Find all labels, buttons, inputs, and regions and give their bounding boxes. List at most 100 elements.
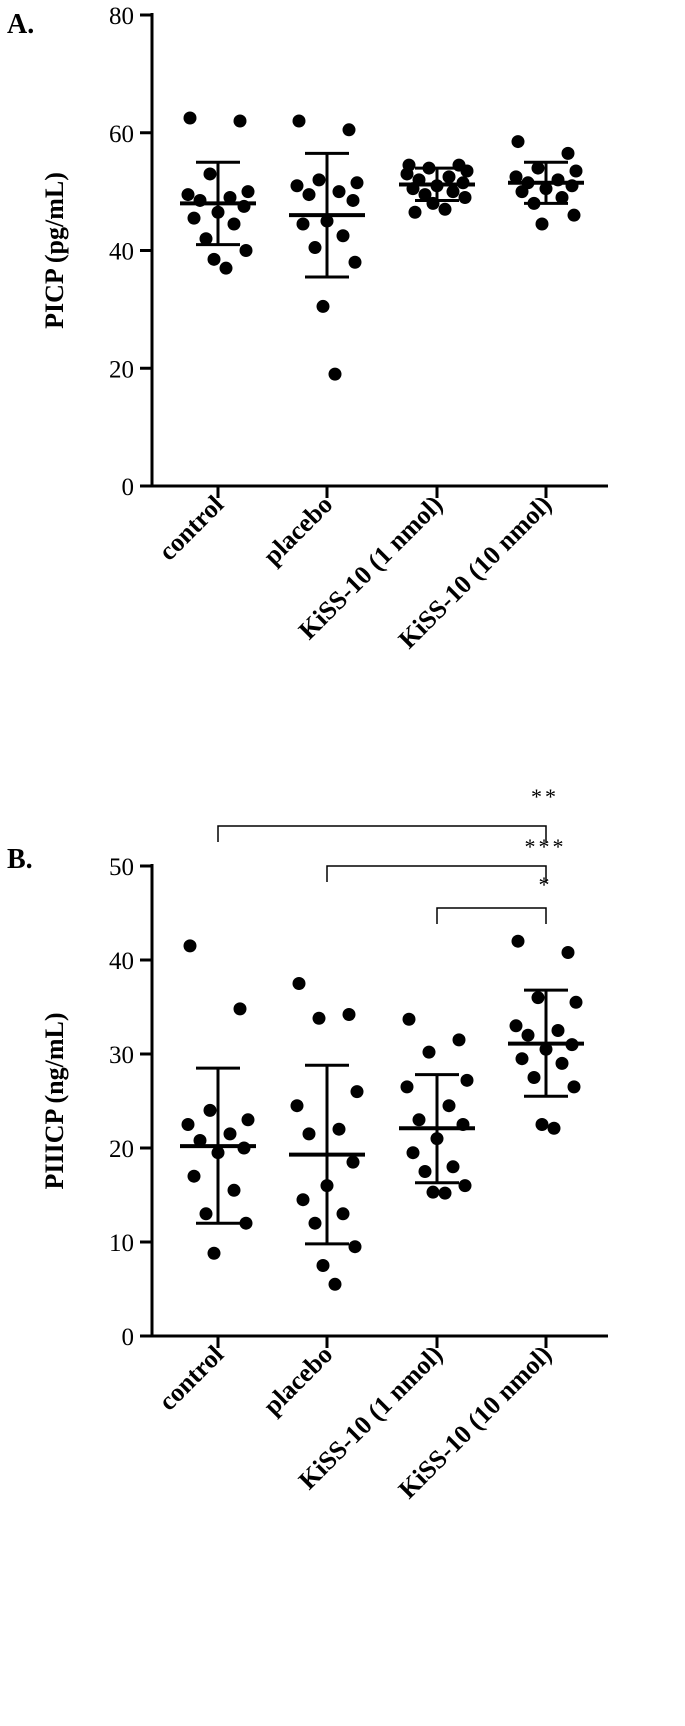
category-label: control	[153, 1340, 229, 1416]
data-point	[302, 188, 316, 202]
significance-label: **	[531, 784, 559, 809]
data-point	[290, 179, 304, 193]
data-point	[350, 176, 364, 190]
data-point	[438, 202, 452, 216]
y-tick-label: 0	[122, 474, 135, 501]
data-point	[567, 1080, 581, 1094]
category-label: control	[153, 490, 229, 566]
data-point	[531, 991, 545, 1005]
data-point	[555, 191, 569, 205]
category-label: placebo	[257, 1340, 338, 1421]
significance-bracket	[326, 865, 547, 882]
data-point	[328, 367, 342, 381]
data-point	[442, 170, 456, 184]
y-tick-label: 60	[109, 121, 134, 148]
data-point	[181, 188, 195, 202]
data-point	[308, 1216, 322, 1230]
data-point	[426, 1185, 440, 1199]
data-point	[567, 208, 581, 222]
data-point	[531, 161, 545, 175]
data-point	[547, 1121, 561, 1135]
data-point	[346, 193, 360, 207]
data-point	[460, 164, 474, 178]
data-point	[438, 1186, 452, 1200]
data-point	[402, 1012, 416, 1026]
data-point	[181, 1118, 195, 1131]
data-point	[223, 191, 237, 205]
data-point	[418, 188, 432, 202]
data-point	[527, 1071, 541, 1084]
significance-label: *	[539, 872, 553, 897]
data-point	[227, 1183, 241, 1197]
data-point	[223, 1127, 237, 1141]
data-point	[193, 1133, 207, 1147]
data-point	[400, 167, 414, 181]
y-tick-label: 40	[109, 239, 134, 266]
data-point	[239, 244, 253, 257]
data-point	[290, 1099, 304, 1113]
data-point	[233, 114, 247, 128]
data-point	[207, 1246, 221, 1260]
y-tick-label: 30	[109, 1042, 134, 1069]
data-point	[408, 205, 422, 219]
data-point	[515, 185, 529, 199]
data-point	[233, 1002, 247, 1016]
data-point	[509, 1019, 523, 1033]
data-point	[302, 1127, 316, 1141]
data-point	[183, 939, 197, 953]
data-point	[239, 1216, 253, 1230]
significance-bracket	[436, 907, 547, 924]
data-point	[346, 1155, 360, 1169]
significance-bracket	[217, 825, 547, 842]
data-point	[446, 185, 460, 199]
y-tick-label: 50	[109, 854, 134, 881]
data-point	[207, 252, 221, 266]
data-point	[316, 299, 330, 313]
data-point	[442, 1099, 456, 1113]
data-point	[296, 217, 310, 231]
y-tick-label: 40	[109, 948, 134, 975]
data-point	[187, 211, 201, 225]
y-tick-label: 80	[109, 3, 134, 30]
y-tick-label: 0	[122, 1324, 135, 1351]
data-point	[316, 1259, 330, 1272]
data-point	[400, 1080, 414, 1094]
y-tick-label: 20	[109, 356, 134, 383]
data-point	[511, 934, 525, 948]
data-point	[348, 255, 362, 269]
data-point	[308, 241, 322, 255]
data-point	[406, 1146, 420, 1160]
data-point	[332, 185, 346, 199]
data-point	[296, 1193, 310, 1207]
data-point	[292, 977, 306, 990]
data-point	[460, 1073, 474, 1087]
data-point	[515, 1052, 529, 1066]
panel-b: B. 0 10 20 30 40 50 PIIICP (ng/mL) control placeb…	[7, 784, 608, 1504]
data-point	[292, 114, 306, 128]
data-point	[342, 123, 356, 137]
data-point	[187, 1169, 201, 1183]
data-point	[227, 217, 241, 231]
data-point	[350, 1085, 364, 1099]
data-point	[219, 261, 233, 275]
data-point	[312, 173, 326, 187]
data-point	[452, 1033, 466, 1047]
y-tick-label: 10	[109, 1230, 134, 1257]
data-point	[446, 1160, 460, 1174]
data-point	[336, 1207, 350, 1221]
y-axis-title: PIIICP (ng/mL)	[40, 1013, 69, 1190]
data-point	[336, 229, 350, 243]
data-point	[521, 1028, 535, 1042]
data-point	[241, 185, 255, 199]
data-point	[348, 1240, 362, 1254]
data-point	[203, 1103, 217, 1117]
data-point	[412, 1113, 426, 1127]
y-axis-title: PICP (pg/mL)	[40, 172, 69, 329]
significance-label: ***	[525, 834, 567, 859]
data-point	[183, 111, 197, 125]
panel-label: A.	[7, 9, 34, 40]
data-point	[511, 135, 525, 149]
data-point	[555, 1056, 569, 1070]
